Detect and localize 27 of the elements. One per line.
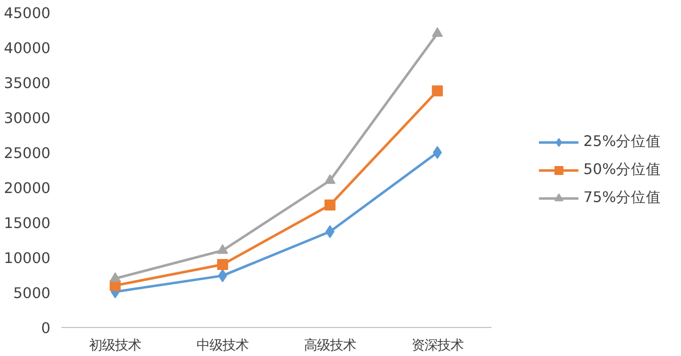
x-tick-label: 资深技术 [411,338,464,354]
y-tick-label: 35000 [4,75,50,92]
y-tick-label: 10000 [4,250,50,267]
point [217,244,228,254]
y-tick-label: 5000 [13,285,51,302]
y-tick-label: 45000 [4,5,50,22]
point [324,200,336,210]
point [325,225,334,238]
y-tick-label: 20000 [4,180,50,197]
x-tick-label: 中级技术 [196,338,249,354]
point [218,269,228,282]
y-tick-label: 0 [41,320,51,337]
point [432,85,443,96]
point [432,27,443,37]
point [110,272,121,282]
x-tick-label: 初级技术 [89,338,142,354]
y-tick-label: 40000 [4,40,50,57]
y-tick-label: 25000 [4,145,50,162]
y-tick-label: 15000 [4,215,50,232]
x-tick-label: 高级技术 [304,338,356,354]
point [432,146,442,159]
y-tick-label: 30000 [4,110,50,127]
legend-label: 75%分位值 [583,188,661,207]
point [217,259,228,270]
point [324,174,336,184]
legend-label: 50%分位值 [583,160,661,179]
legend-label: 25%分位值 [583,132,661,151]
